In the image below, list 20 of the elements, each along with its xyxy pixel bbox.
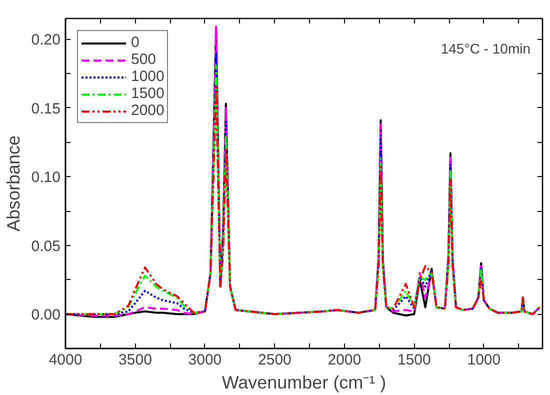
y-tick-label: 0.05	[31, 238, 61, 255]
y-tick-label: 0.00	[31, 306, 61, 324]
x-tick-label: 1500	[398, 352, 431, 368]
y-axis-title: Absorbance	[3, 135, 24, 232]
legend-label: 2000	[131, 102, 164, 119]
y-tick-label: 0.20	[31, 32, 61, 49]
y-tick-label: 0.15	[31, 100, 61, 118]
x-axis-title: Wavenumber (cm⁻¹ )	[222, 372, 386, 392]
x-tick-label: 2500	[258, 352, 292, 368]
x-tick-label: 3500	[118, 352, 152, 368]
x-tick-label: 1000	[467, 352, 501, 368]
y-tick-label: 0.10	[31, 169, 61, 186]
annotation: 145°C - 10min	[440, 40, 530, 56]
x-tick-label: 2000	[328, 352, 362, 368]
legend-label: 1500	[131, 85, 164, 102]
x-tick-label: 4000	[48, 352, 82, 368]
x-tick-label: 3000	[188, 352, 222, 368]
legend-label: 1000	[131, 68, 164, 85]
legend-label: 500	[131, 51, 156, 68]
legend-label: 0	[131, 34, 140, 51]
